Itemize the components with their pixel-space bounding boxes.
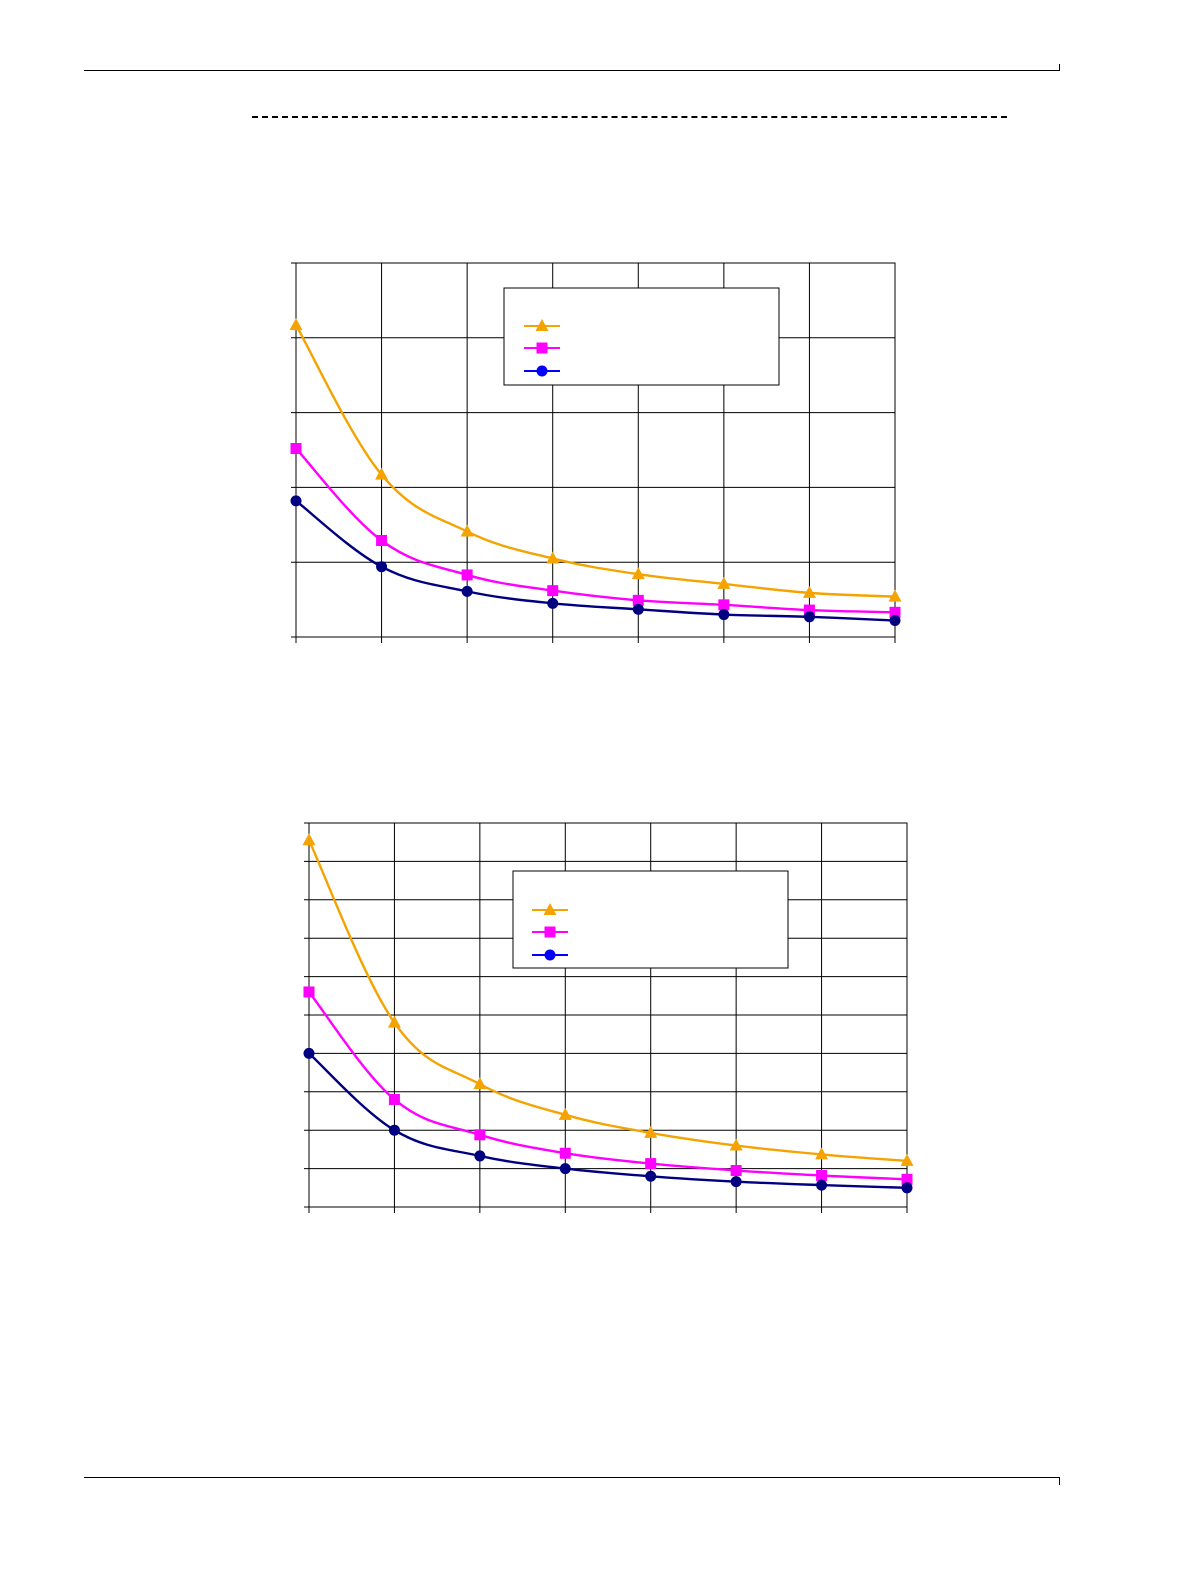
plot-area bbox=[308, 822, 908, 1208]
legend bbox=[503, 287, 780, 386]
header-rule bbox=[84, 70, 1060, 71]
series-2-point bbox=[803, 611, 815, 623]
section-dashed-line bbox=[252, 116, 1007, 118]
header-rule-tick bbox=[1059, 64, 1060, 71]
series-2-point bbox=[559, 1163, 571, 1175]
series-0-point bbox=[802, 585, 816, 598]
series-0-point bbox=[546, 551, 560, 564]
series-0-point bbox=[644, 1125, 658, 1138]
series-line-0 bbox=[307, 839, 908, 1163]
series-1-point bbox=[718, 599, 730, 611]
series-2-point bbox=[718, 609, 730, 621]
series-2-point bbox=[730, 1176, 742, 1188]
series-0-point bbox=[460, 524, 474, 537]
series-0-point bbox=[473, 1077, 487, 1090]
footer-rule-tick bbox=[1059, 1478, 1060, 1485]
legend-marker-2 bbox=[536, 365, 548, 377]
series-2-point bbox=[889, 615, 901, 627]
series-0-point bbox=[888, 589, 902, 602]
series-1-point bbox=[474, 1129, 486, 1141]
series-1-point bbox=[461, 569, 473, 581]
chart-2 bbox=[302, 822, 914, 1213]
series-0-point bbox=[729, 1138, 743, 1151]
series-0-point bbox=[375, 467, 389, 480]
series-0-point bbox=[900, 1153, 914, 1166]
series-1-point bbox=[645, 1158, 657, 1170]
series-1-point bbox=[559, 1147, 571, 1159]
legend-marker-1 bbox=[536, 342, 548, 354]
series-1-point bbox=[547, 585, 559, 597]
series-2-point bbox=[547, 597, 559, 609]
series-2-point bbox=[816, 1179, 828, 1191]
legend-marker-0 bbox=[535, 319, 549, 331]
series-2-point bbox=[388, 1124, 400, 1136]
series-0-point bbox=[558, 1107, 572, 1120]
series-0-point bbox=[815, 1147, 829, 1160]
legend-marker-2 bbox=[544, 949, 556, 961]
series-line-1 bbox=[308, 991, 908, 1181]
series-0-point bbox=[387, 1015, 401, 1028]
legend-marker-0 bbox=[543, 903, 557, 915]
series-1-point bbox=[303, 986, 315, 998]
series-1-point bbox=[388, 1093, 400, 1105]
series-2-point bbox=[376, 561, 388, 573]
series-1-point bbox=[803, 604, 815, 616]
series-0-point bbox=[302, 833, 316, 846]
series-1-point bbox=[901, 1173, 913, 1185]
series-2-point bbox=[901, 1182, 913, 1194]
chart-1 bbox=[289, 262, 902, 643]
series-2-point bbox=[303, 1047, 315, 1059]
series-0-point bbox=[631, 567, 645, 580]
series-1-point bbox=[290, 443, 302, 455]
footer-rule bbox=[84, 1477, 1060, 1478]
series-2-point bbox=[290, 495, 302, 507]
series-1-point bbox=[632, 594, 644, 606]
series-1-point bbox=[889, 606, 901, 618]
series-2-point bbox=[645, 1170, 657, 1182]
series-2-point bbox=[474, 1150, 486, 1162]
legend-marker-1 bbox=[544, 926, 556, 938]
series-1-point bbox=[816, 1170, 828, 1182]
series-2-point bbox=[461, 585, 473, 597]
series-2-point bbox=[632, 603, 644, 615]
series-0-point bbox=[717, 576, 731, 589]
series-line-2 bbox=[308, 1052, 908, 1189]
series-1-point bbox=[376, 535, 388, 547]
series-1-point bbox=[730, 1165, 742, 1177]
series-0-point bbox=[289, 318, 303, 331]
legend bbox=[512, 870, 789, 969]
